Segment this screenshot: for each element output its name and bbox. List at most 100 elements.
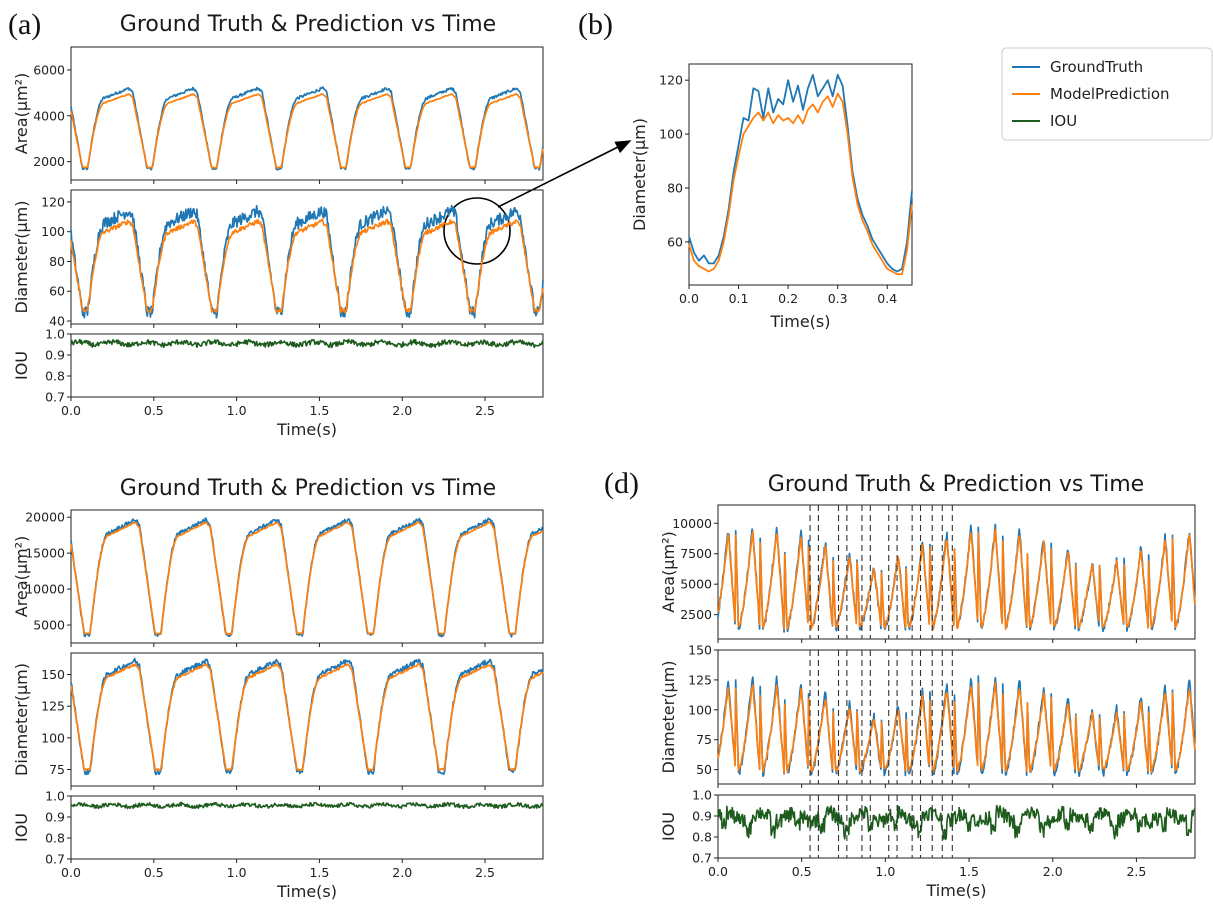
y-tick-label: 0.7 bbox=[692, 851, 712, 866]
series-modelprediction-line bbox=[70, 662, 544, 772]
y-axis-label: Area(μm²) bbox=[12, 536, 31, 617]
x-tick-label: 0.0 bbox=[679, 291, 699, 306]
x-axis-label: Time(s) bbox=[926, 881, 987, 900]
series-iou-line bbox=[70, 338, 544, 349]
series-iou-line bbox=[717, 804, 1196, 841]
y-tick-label: 100 bbox=[41, 224, 65, 239]
y-tick-label: 0.8 bbox=[692, 830, 712, 845]
y-axis-label: Diameter(μm) bbox=[630, 118, 649, 231]
panel-b-plot: 60 80 100 120 0.0 0.1 0.2 0.3 0.4 Diameter(μm) Tim… bbox=[630, 63, 913, 331]
x-tick-label: 0.1 bbox=[729, 291, 749, 306]
y-axis-label: IOU bbox=[12, 813, 31, 842]
y-tick-label: 5000 bbox=[33, 618, 65, 633]
y-tick-label: 0.9 bbox=[45, 810, 65, 825]
panel-c-subplot-2-frame bbox=[70, 652, 544, 787]
y-tick-label: 10000 bbox=[672, 516, 712, 531]
x-tick-label: 2.0 bbox=[392, 865, 412, 880]
x-tick-label: 0.0 bbox=[61, 865, 81, 880]
y-tick-label: 2000 bbox=[33, 154, 65, 169]
y-tick-label: 120 bbox=[41, 194, 65, 209]
y-axis-label: Diameter(μm) bbox=[659, 661, 678, 774]
y-tick-label: 50 bbox=[696, 762, 712, 777]
panel-label-b: (b) bbox=[578, 8, 613, 41]
y-tick-label: 7500 bbox=[680, 546, 712, 561]
x-tick-label: 0.5 bbox=[144, 403, 164, 418]
x-tick-label: 0.0 bbox=[708, 864, 728, 879]
x-tick-label: 1.5 bbox=[959, 864, 979, 879]
y-axis-label: IOU bbox=[659, 812, 678, 841]
x-axis-label: Time(s) bbox=[276, 420, 337, 439]
y-tick-label: 150 bbox=[688, 643, 712, 658]
y-tick-label: 0.9 bbox=[692, 809, 712, 824]
y-tick-label: 2500 bbox=[680, 607, 712, 622]
panel-a-subplot-2: 40 60 80 100 120 Diameter(μm) bbox=[12, 189, 544, 329]
y-tick-label: 150 bbox=[41, 667, 65, 682]
zoom-arrow bbox=[497, 140, 632, 208]
series-groundtruth-line bbox=[688, 73, 913, 273]
y-tick-label: 0.8 bbox=[45, 369, 65, 384]
y-tick-label: 0.8 bbox=[45, 831, 65, 846]
panel-a-subplot-1-frame bbox=[70, 46, 544, 181]
series-groundtruth-line bbox=[70, 204, 544, 319]
x-tick-label: 2.5 bbox=[1126, 864, 1146, 879]
panel-d-subplot-3-frame bbox=[717, 794, 1196, 859]
y-tick-label: 80 bbox=[667, 180, 683, 195]
panel-c-subplot-3-frame bbox=[70, 795, 544, 860]
panel-c-subplot-1: 5000 10000 15000 20000 Area(μm²) bbox=[12, 509, 544, 647]
legend-label-modelprediction: ModelPrediction bbox=[1050, 85, 1170, 103]
x-tick-label: 0.3 bbox=[828, 291, 848, 306]
chart-title-c: Ground Truth & Prediction vs Time bbox=[120, 476, 496, 501]
series-groundtruth-line bbox=[70, 657, 544, 776]
chart-title-a: Ground Truth & Prediction vs Time bbox=[120, 12, 496, 37]
x-tick-label: 0.4 bbox=[877, 291, 897, 306]
y-tick-label: 125 bbox=[41, 699, 65, 714]
y-tick-label: 75 bbox=[696, 732, 712, 747]
x-tick-label: 2.5 bbox=[475, 403, 495, 418]
panel-d-subplot-2: 50 75 100 125 150 Diameter(μm) bbox=[659, 643, 1196, 788]
panel-c-subplot-3: 0.7 0.8 0.9 1.0 0.0 0.5 1.0 1.5 2.0 2.5 IOU Time(s) bbox=[12, 789, 544, 901]
y-axis-label: Area(μm²) bbox=[659, 531, 678, 612]
y-tick-label: 100 bbox=[41, 730, 65, 745]
y-tick-label: 15000 bbox=[25, 546, 65, 561]
y-tick-label: 1.0 bbox=[692, 788, 712, 803]
panel-a-subplot-3-frame bbox=[70, 333, 544, 398]
y-tick-label: 20000 bbox=[25, 510, 65, 525]
panel-b-plot-frame bbox=[688, 63, 913, 286]
legend-label-groundtruth: GroundTruth bbox=[1050, 58, 1143, 76]
y-tick-label: 5000 bbox=[680, 577, 712, 592]
panel-c-subplot-1-frame bbox=[70, 509, 544, 644]
y-tick-label: 100 bbox=[659, 127, 683, 142]
series-modelprediction-line bbox=[70, 93, 544, 169]
panel-label-a: (a) bbox=[8, 8, 41, 41]
y-tick-label: 0.7 bbox=[45, 390, 65, 405]
panel-c-subplot-2: 75 100 125 150 Diameter(μm) bbox=[12, 652, 544, 790]
y-axis-label: Diameter(μm) bbox=[12, 201, 31, 314]
chart-title-d: Ground Truth & Prediction vs Time bbox=[768, 472, 1144, 497]
x-tick-label: 2.0 bbox=[1043, 864, 1063, 879]
y-axis-label: IOU bbox=[12, 351, 31, 380]
series-modelprediction-line bbox=[717, 681, 1196, 774]
x-tick-label: 0.5 bbox=[792, 864, 812, 879]
zoom-circle bbox=[443, 197, 511, 265]
series-modelprediction-line bbox=[688, 92, 913, 276]
x-tick-label: 1.5 bbox=[309, 403, 329, 418]
y-tick-label: 40 bbox=[49, 314, 65, 329]
y-tick-label: 100 bbox=[688, 702, 712, 717]
legend-label-iou: IOU bbox=[1050, 112, 1077, 130]
y-tick-label: 60 bbox=[49, 284, 65, 299]
y-tick-label: 1.0 bbox=[45, 789, 65, 804]
x-tick-label: 2.0 bbox=[392, 403, 412, 418]
x-axis-label: Time(s) bbox=[276, 882, 337, 901]
y-tick-label: 125 bbox=[688, 672, 712, 687]
x-tick-label: 2.5 bbox=[475, 865, 495, 880]
y-tick-label: 10000 bbox=[25, 582, 65, 597]
panel-label-d: (d) bbox=[604, 467, 639, 500]
panel-d-subplot-3: 0.7 0.8 0.9 1.0 0.0 0.5 1.0 1.5 2.0 2.5 IOU Time(s) bbox=[659, 788, 1196, 900]
panel-a-subplot-3: 0.7 0.8 0.9 1.0 0.0 0.5 1.0 1.5 2.0 2.5 IOU Time(s) bbox=[12, 327, 544, 439]
panel-d-subplot-2-frame bbox=[717, 649, 1196, 785]
y-tick-label: 0.7 bbox=[45, 852, 65, 867]
series-groundtruth-line bbox=[70, 517, 544, 638]
